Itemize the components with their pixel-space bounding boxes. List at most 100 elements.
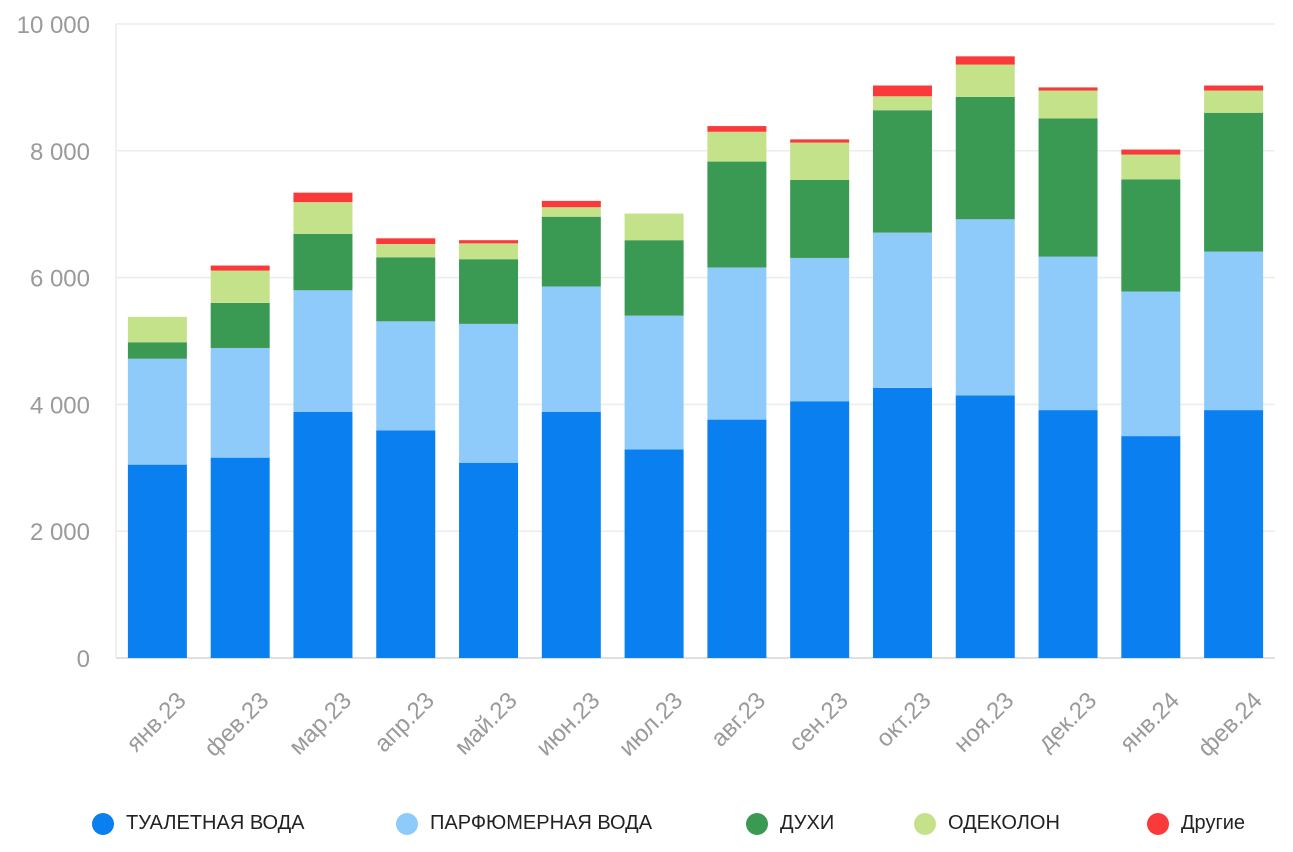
bar-segment-3-0 <box>127 316 187 343</box>
y-tick-label: 4 000 <box>30 392 90 419</box>
bar-segment-3-12 <box>1121 154 1181 180</box>
bar-segment-4-2 <box>293 192 353 203</box>
legend-label: ОДЕКОЛОН <box>948 812 1060 834</box>
bar-segment-0-2 <box>293 412 353 658</box>
legend-label: ПАРФЮМЕРНАЯ ВОДА <box>430 812 653 834</box>
bar-segment-4-12 <box>1121 149 1181 155</box>
x-tick-label: дек.23 <box>1033 687 1102 756</box>
bar-segment-3-3 <box>376 243 436 258</box>
x-tick-label: авг.23 <box>706 687 771 752</box>
bar-segment-1-2 <box>293 290 353 413</box>
bar-segment-4-7 <box>707 126 767 132</box>
bar-segment-1-10 <box>955 219 1015 396</box>
x-tick-label: апр.23 <box>369 687 440 758</box>
bar-segment-0-6 <box>624 449 684 658</box>
bar-segment-1-13 <box>1204 251 1264 411</box>
y-tick-label: 8 000 <box>30 139 90 166</box>
y-tick-label: 0 <box>77 646 90 673</box>
bar-segment-1-1 <box>210 347 270 458</box>
legend-marker <box>92 812 114 835</box>
bar-segment-3-4 <box>459 243 519 260</box>
x-tick-label: сен.23 <box>784 687 854 757</box>
bar-segment-2-5 <box>541 216 601 287</box>
x-tick-label: ноя.23 <box>949 687 1020 758</box>
bar-segment-4-11 <box>1038 87 1098 91</box>
bar-segment-3-2 <box>293 202 353 234</box>
bar-segment-2-11 <box>1038 118 1098 257</box>
bars <box>127 56 1264 658</box>
bar-segment-2-0 <box>127 342 187 359</box>
bar-segment-4-3 <box>376 238 436 244</box>
bar-segment-0-3 <box>376 430 436 658</box>
y-tick-label: 10 000 <box>17 12 90 39</box>
bar-segment-2-13 <box>1204 112 1264 252</box>
bar-segment-2-12 <box>1121 179 1181 292</box>
bar-segment-3-7 <box>707 131 767 162</box>
bar-segment-2-1 <box>210 302 270 348</box>
bar-segment-1-12 <box>1121 291 1181 437</box>
bar-segment-0-10 <box>955 395 1015 658</box>
bar-segment-1-7 <box>707 267 767 420</box>
x-tick-label: янв.24 <box>1115 687 1185 757</box>
bar-segment-0-0 <box>127 464 187 658</box>
bar-segment-0-7 <box>707 419 767 658</box>
x-tick-label: май.23 <box>449 687 522 760</box>
bar-segment-4-13 <box>1204 85 1264 91</box>
y-tick-label: 6 000 <box>30 266 90 293</box>
bar-segment-2-2 <box>293 233 353 291</box>
bar-segment-3-5 <box>541 207 601 217</box>
bar-segment-4-1 <box>210 265 270 271</box>
bar-segment-0-5 <box>541 412 601 658</box>
bar-segment-1-11 <box>1038 256 1098 411</box>
legend-label: ТУАЛЕТНАЯ ВОДА <box>126 812 305 834</box>
bar-segment-4-4 <box>459 240 519 244</box>
bar-segment-0-4 <box>459 462 519 658</box>
bar-segment-3-1 <box>210 270 270 303</box>
bar-segment-1-4 <box>459 323 519 463</box>
bar-segment-0-8 <box>790 401 850 658</box>
legend-label: ДУХИ <box>780 812 835 834</box>
bar-segment-4-8 <box>790 139 850 143</box>
bar-segment-3-13 <box>1204 90 1264 113</box>
bar-segment-0-11 <box>1038 410 1098 658</box>
bar-segment-2-8 <box>790 179 850 258</box>
legend-marker <box>914 812 936 835</box>
bar-segment-1-5 <box>541 286 601 413</box>
legend-item-tualetnaya-voda: ТУАЛЕТНАЯ ВОДА <box>92 812 305 835</box>
bar-segment-0-9 <box>872 387 932 658</box>
bar-segment-3-10 <box>955 64 1015 97</box>
legend-label: Другие <box>1181 812 1246 834</box>
bar-segment-1-9 <box>872 232 932 388</box>
legend-item-odekolon: ОДЕКОЛОН <box>914 812 1060 835</box>
bar-segment-2-9 <box>872 110 932 233</box>
bar-segment-2-7 <box>707 161 767 268</box>
bar-segment-4-5 <box>541 200 601 208</box>
bar-segment-1-6 <box>624 315 684 450</box>
bar-segment-1-3 <box>376 321 436 431</box>
legend-marker <box>396 812 418 835</box>
legend-marker <box>1147 812 1169 835</box>
bar-segment-2-4 <box>459 259 519 324</box>
bar-segment-4-9 <box>872 85 932 97</box>
x-axis-ticks: янв.23 фев.23 мар.23 апр.23 май.23 июн.23 июл.… <box>121 687 1267 762</box>
bar-segment-2-3 <box>376 257 436 322</box>
bar-segment-0-13 <box>1204 410 1264 658</box>
x-tick-label: мар.23 <box>284 687 357 760</box>
y-tick-label: 2 000 <box>30 519 90 546</box>
x-tick-label: окт.23 <box>871 687 937 753</box>
grid-lines <box>115 23 1275 659</box>
x-tick-label: фев.24 <box>1193 687 1268 762</box>
legend-marker <box>746 812 768 835</box>
bar-segment-1-0 <box>127 358 187 465</box>
x-tick-label: фев.23 <box>199 687 274 762</box>
bar-segment-3-6 <box>624 213 684 241</box>
bar-segment-3-9 <box>872 96 932 111</box>
stacked-bar-chart: 0 2 000 4 000 6 000 8 000 10 000 янв.23 фев.23… <box>17 12 1275 762</box>
legend-item-dukhi: ДУХИ <box>746 812 834 835</box>
bar-segment-1-8 <box>790 257 850 402</box>
bar-segment-2-10 <box>955 96 1015 220</box>
x-tick-label: июл.23 <box>614 687 688 761</box>
legend-item-drugie: Другие <box>1147 812 1245 835</box>
bar-segment-0-1 <box>210 457 270 658</box>
